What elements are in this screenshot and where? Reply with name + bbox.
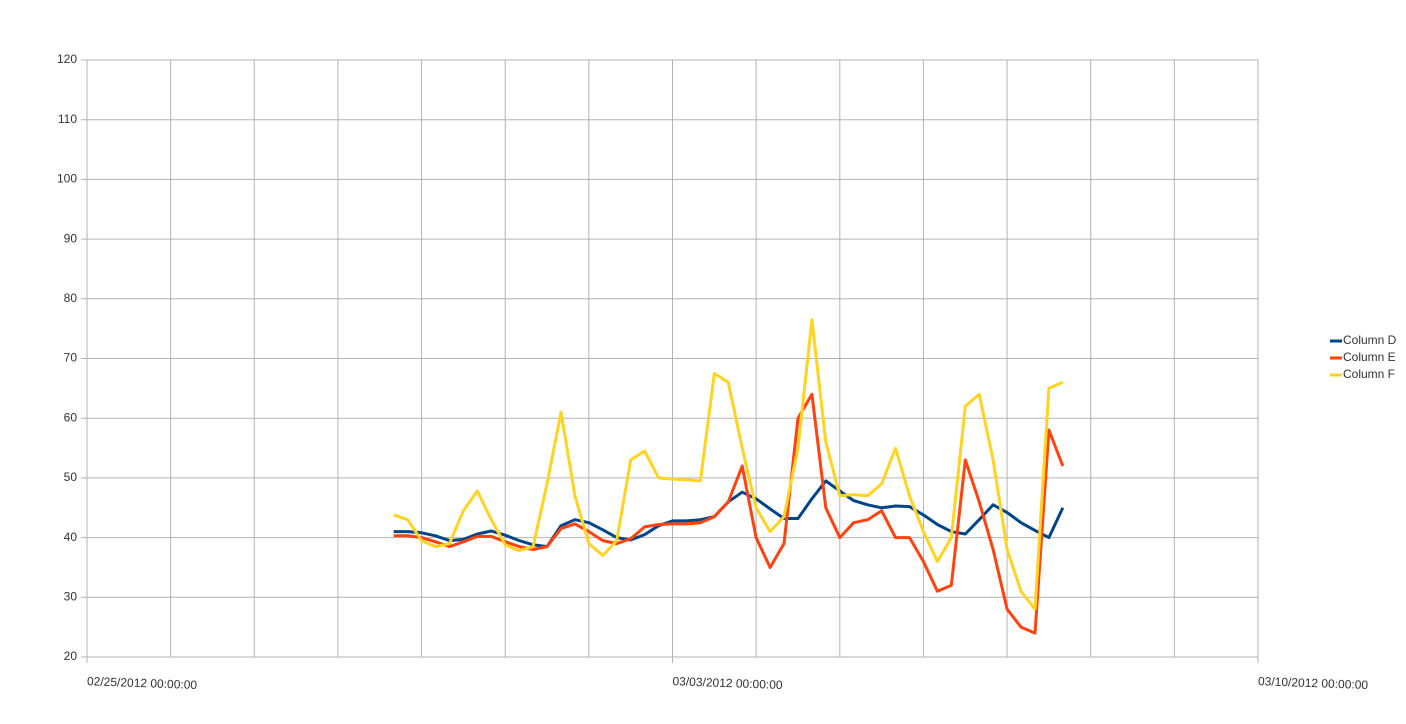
y-tick-label: 20 bbox=[64, 649, 78, 663]
x-tick-label: 03/03/2012 00:00:00 bbox=[672, 674, 783, 692]
legend-label: Column E bbox=[1343, 350, 1396, 364]
y-tick-label: 30 bbox=[64, 589, 78, 603]
y-tick-label: 110 bbox=[58, 112, 77, 126]
y-tick-label: 90 bbox=[64, 231, 78, 245]
y-tick-label: 100 bbox=[57, 172, 77, 186]
y-tick-label: 50 bbox=[64, 470, 78, 484]
x-tick-label: 03/10/2012 00:00:00 bbox=[1258, 674, 1369, 692]
x-tick-label: 02/25/2012 00:00:00 bbox=[87, 674, 198, 692]
legend-label: Column F bbox=[1343, 367, 1395, 381]
y-tick-label: 120 bbox=[57, 52, 77, 66]
series-line bbox=[393, 318, 1064, 611]
y-tick-label: 60 bbox=[64, 410, 78, 424]
legend-label: Column D bbox=[1343, 333, 1397, 347]
y-tick-label: 80 bbox=[64, 291, 78, 305]
y-tick-label: 70 bbox=[64, 351, 78, 365]
y-tick-label: 40 bbox=[64, 530, 78, 544]
